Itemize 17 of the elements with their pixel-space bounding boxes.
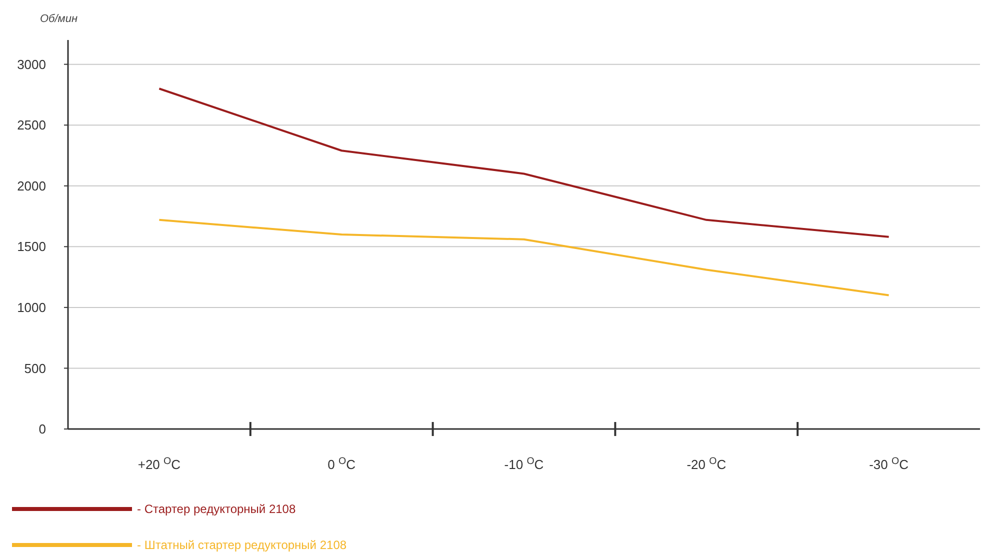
x-tick-label: +20 $^{O}$C	[138, 456, 181, 472]
y-tick-label: 0	[38, 422, 46, 437]
y-tick-label: 2000	[17, 178, 46, 194]
x-tick-label: -10 $^{O}$C	[504, 456, 544, 472]
text: - Стартер редукторный 2108	[137, 502, 296, 516]
x-tick-label: -30 $^{O}$C	[869, 456, 908, 472]
y-tick-label: 1500	[17, 239, 46, 254]
x-tick-label: -20 $^{O}$C	[686, 456, 726, 472]
y-tick-label: 1000	[17, 300, 46, 315]
x-tick-label: 0 $^{O}$C	[328, 456, 356, 472]
text: - Штатный стартер редукторный 2108	[137, 538, 347, 552]
y-tick-label: 500	[24, 360, 46, 376]
y-axis-title: Об/мин	[40, 13, 78, 25]
line-series	[158, 218, 890, 296]
line-series	[158, 88, 890, 238]
y-tick-label: 3000	[17, 56, 46, 72]
y-tick-label: 2500	[17, 118, 46, 133]
